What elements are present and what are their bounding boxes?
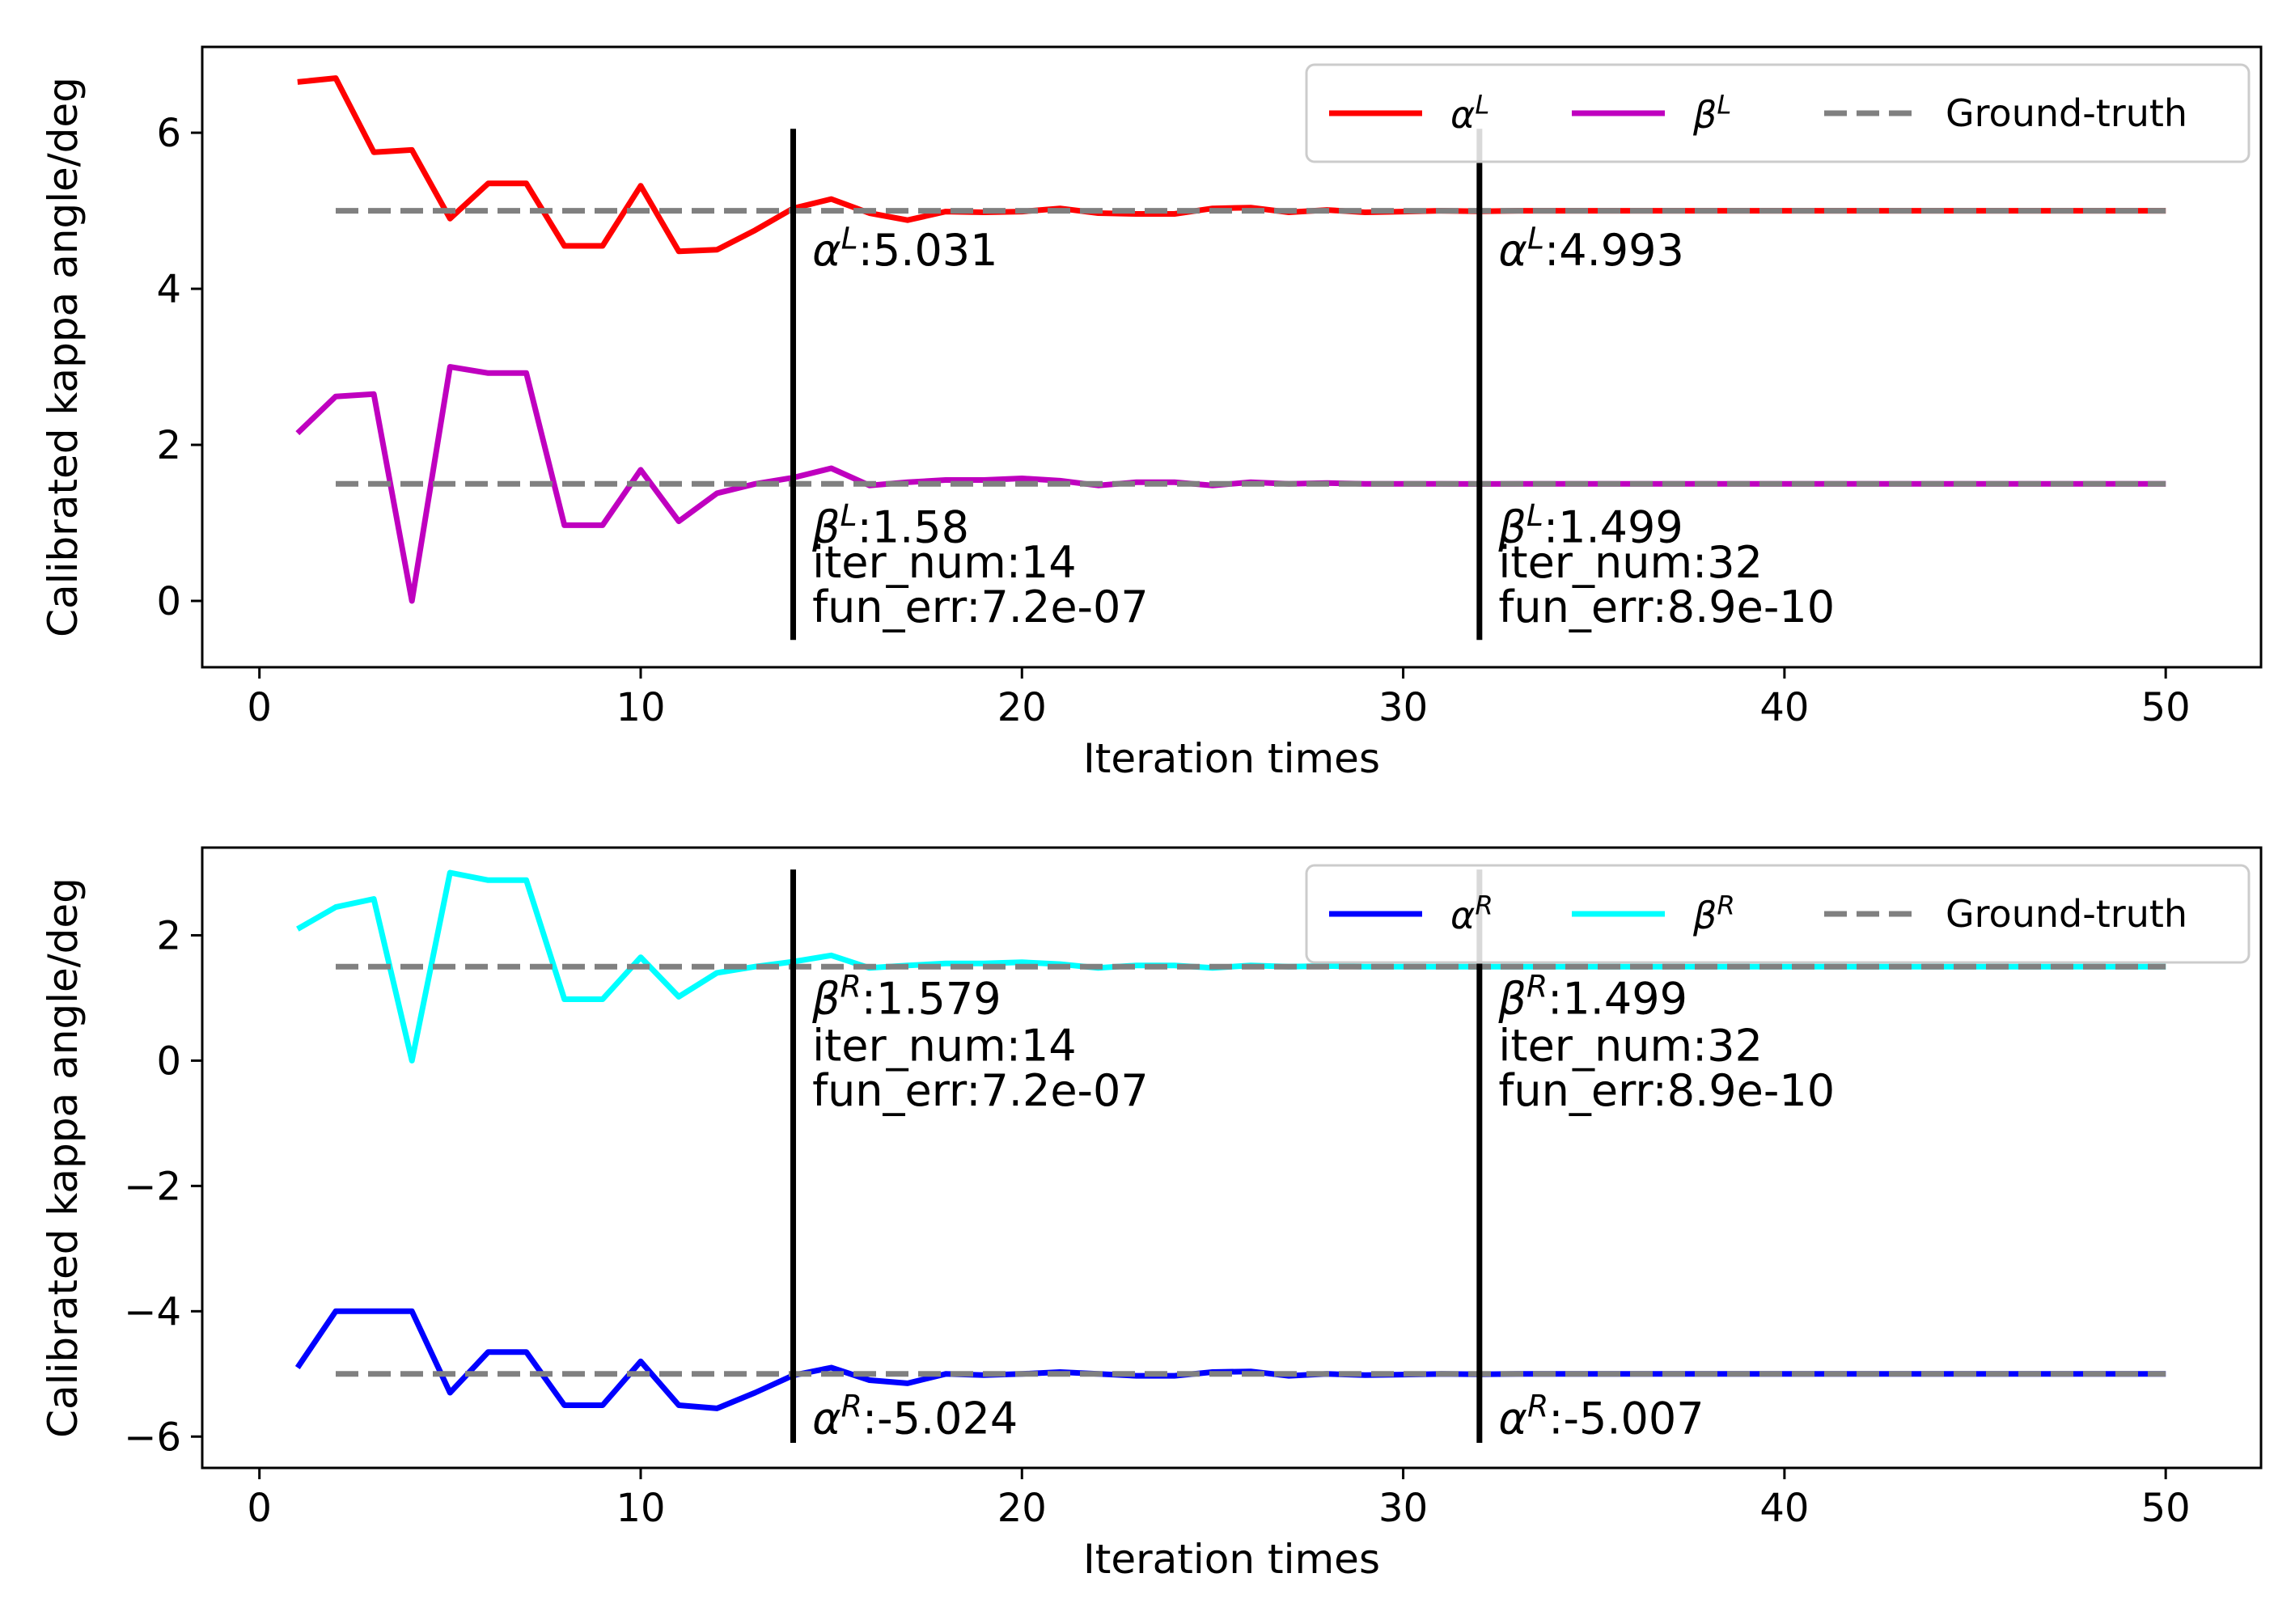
x-tick-label: 50 xyxy=(2141,685,2191,730)
legend-label-symbol: β xyxy=(1692,894,1717,937)
annotation-superscript: R xyxy=(841,969,862,1004)
legend-label: αR xyxy=(1450,890,1493,937)
legend-box xyxy=(1305,63,2251,163)
annotation-symbol: α xyxy=(1498,225,1527,276)
annotation-symbol: α xyxy=(812,1393,841,1444)
y-tick-label: 2 xyxy=(156,423,181,468)
y-axis-label: Calibrated kappa angle/deg xyxy=(40,77,87,637)
annotation-superscript: L xyxy=(1527,220,1544,256)
annotation: βR:1.579 xyxy=(811,969,1001,1025)
annotation: αL:5.031 xyxy=(812,220,997,276)
x-tick-label: 40 xyxy=(1759,685,1809,730)
annotation: fun_err:7.2e-07 xyxy=(812,1065,1149,1116)
legend: αR βR Ground-truth xyxy=(1305,864,2251,964)
annotation: αL:4.993 xyxy=(1498,220,1683,276)
annotation-superscript: L xyxy=(841,497,857,533)
annotation: iter_num:14 xyxy=(812,1020,1077,1071)
annotation-symbol: β xyxy=(1497,973,1526,1024)
legend-label: βR xyxy=(1692,890,1735,937)
annotation-value: :1.58 xyxy=(857,502,969,553)
legend-box xyxy=(1305,864,2251,964)
legend-label: αL xyxy=(1450,89,1489,137)
x-tick-label: 10 xyxy=(616,1486,665,1531)
x-tick-label: 10 xyxy=(616,685,665,730)
legend-label: Ground-truth xyxy=(1946,892,2187,936)
legend-label-symbol: α xyxy=(1450,894,1475,937)
annotation: iter_num:32 xyxy=(1498,1020,1763,1071)
x-tick-label: 30 xyxy=(1378,685,1428,730)
legend-label-superscript: R xyxy=(1717,890,1734,920)
annotation: fun_err:7.2e-07 xyxy=(812,582,1149,632)
x-axis-label: Iteration times xyxy=(1083,1536,1380,1583)
annotation-superscript: L xyxy=(841,220,858,256)
legend-label-superscript: L xyxy=(1717,89,1731,120)
annotation: βR:1.499 xyxy=(1497,969,1687,1025)
x-tick-label: 0 xyxy=(247,1486,272,1531)
y-tick-label: 0 xyxy=(156,1038,181,1084)
annotation: αR:-5.007 xyxy=(1498,1389,1704,1444)
x-tick-label: 20 xyxy=(997,1486,1047,1531)
y-tick-label: 2 xyxy=(156,913,181,958)
plot-frame xyxy=(201,45,2263,669)
legend-label-symbol: β xyxy=(1692,93,1717,137)
y-tick-label: −6 xyxy=(124,1415,181,1460)
legend-label: βL xyxy=(1692,89,1731,137)
y-axis-label: Calibrated kappa angle/deg xyxy=(40,878,87,1438)
annotation-symbol: β xyxy=(811,502,840,553)
x-tick-label: 50 xyxy=(2141,1486,2191,1531)
x-tick-label: 0 xyxy=(247,685,272,730)
annotation: iter_num:32 xyxy=(1498,537,1763,588)
x-tick-label: 40 xyxy=(1759,1486,1809,1531)
y-tick-label: 6 xyxy=(156,111,181,156)
annotation: fun_err:8.9e-10 xyxy=(1498,582,1835,632)
y-tick-label: 4 xyxy=(156,267,181,312)
annotation-symbol: α xyxy=(812,225,841,276)
annotation-symbol: β xyxy=(811,973,840,1024)
annotation-value: :-5.007 xyxy=(1548,1393,1704,1444)
annotation-superscript: L xyxy=(1526,497,1543,533)
plot-frame xyxy=(201,846,2263,1470)
annotation-value: :1.579 xyxy=(862,973,1001,1024)
annotation-superscript: R xyxy=(841,1389,862,1424)
y-tick-label: −4 xyxy=(124,1289,181,1334)
y-tick-label: 0 xyxy=(156,579,181,624)
x-axis-label: Iteration times xyxy=(1083,735,1380,782)
annotation-value: :5.031 xyxy=(858,225,998,276)
y-tick-label: −2 xyxy=(124,1164,181,1209)
annotation: iter_num:14 xyxy=(812,537,1077,588)
annotation: αR:-5.024 xyxy=(812,1389,1018,1444)
annotation-value: :1.499 xyxy=(1548,973,1687,1024)
legend-label-superscript: R xyxy=(1475,890,1493,920)
x-tick-label: 20 xyxy=(997,685,1047,730)
annotation-value: :4.993 xyxy=(1544,225,1684,276)
annotation: fun_err:8.9e-10 xyxy=(1498,1065,1835,1116)
annotation-superscript: R xyxy=(1527,1389,1548,1424)
annotation: βL:1.58 xyxy=(811,497,969,553)
x-tick-label: 30 xyxy=(1378,1486,1428,1531)
annotation-symbol: β xyxy=(1497,502,1526,553)
legend: αL βL Ground-truth xyxy=(1305,63,2251,163)
annotation: βL:1.499 xyxy=(1497,497,1683,553)
legend-label-symbol: α xyxy=(1450,93,1475,137)
legend-label-superscript: L xyxy=(1475,89,1489,120)
annotation-superscript: R xyxy=(1526,969,1548,1004)
legend-label: Ground-truth xyxy=(1946,91,2187,135)
top-panel-alpha-beta-left: αL:5.031 αL:4.993βL:1.58iter_num:14fun_er… xyxy=(40,45,2263,782)
annotation-value: :1.499 xyxy=(1543,502,1683,553)
annotation-symbol: α xyxy=(1498,1393,1527,1444)
bottom-panel-alpha-beta-right: βR:1.579iter_num:14fun_err:7.2e-07βR:1.4… xyxy=(40,846,2263,1583)
annotation-value: :-5.024 xyxy=(862,1393,1018,1444)
